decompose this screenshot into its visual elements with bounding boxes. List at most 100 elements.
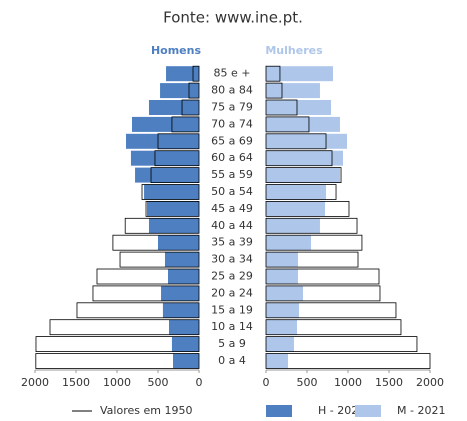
bar (266, 218, 320, 234)
bar (173, 353, 199, 369)
outline-bar (96, 268, 200, 285)
age-label: 70 a 74 (211, 117, 253, 130)
outline-bar (265, 319, 402, 336)
age-label: 10 a 14 (211, 320, 253, 333)
outline-bar (181, 99, 200, 116)
x-tick-label: 500 (148, 376, 169, 389)
bar (162, 302, 199, 318)
age-label: 65 a 69 (211, 134, 253, 147)
outline-bar (154, 150, 200, 167)
bar (130, 150, 199, 166)
bar (126, 133, 199, 149)
outline-bar (265, 184, 337, 200)
bar (147, 201, 199, 217)
x-tick-label: 1000 (103, 376, 131, 389)
bar (161, 285, 199, 301)
bar (266, 83, 320, 99)
outline-bar (124, 217, 200, 234)
age-label: 45 a 49 (211, 202, 253, 215)
outline-bar (265, 336, 418, 353)
outline-bar (35, 336, 200, 353)
bar (266, 184, 327, 200)
outline-bar (265, 116, 310, 133)
outline-bar (145, 200, 200, 217)
bar (135, 167, 199, 183)
outline-bar (265, 251, 359, 268)
outline-bar (188, 82, 200, 99)
age-label: 60 a 64 (211, 151, 253, 164)
outline-bar (141, 184, 200, 200)
bar (266, 252, 298, 268)
legend-label: M - 2021 (397, 404, 445, 417)
age-label: 20 a 24 (211, 286, 253, 299)
bar (266, 133, 348, 149)
bar (266, 336, 294, 352)
outline-bar (35, 353, 200, 369)
outline-bar (112, 234, 200, 251)
age-label: 15 a 19 (211, 303, 253, 316)
bar (164, 252, 199, 268)
outline-bar (265, 150, 333, 167)
outline-bar (265, 65, 281, 82)
bar (266, 66, 333, 82)
outline-bar (265, 302, 397, 319)
outline-bar (265, 133, 327, 150)
outline-bar (265, 82, 283, 99)
bar (266, 319, 297, 335)
chart-title: Fonte: www.ine.pt. (163, 9, 303, 27)
bar (132, 116, 199, 132)
x-tick-label: 2000 (21, 376, 49, 389)
x-tick-label: 500 (297, 376, 318, 389)
legend-label: Valores em 1950 (100, 404, 192, 417)
bar (266, 167, 340, 183)
bar (266, 150, 343, 166)
age-label: 30 a 34 (211, 253, 253, 266)
bar (266, 235, 312, 251)
outline-bar (157, 133, 200, 150)
legend-swatch (266, 405, 292, 417)
bar (168, 319, 199, 335)
outline-bar (192, 65, 200, 82)
bar (168, 269, 199, 284)
bar (171, 336, 199, 352)
bar (148, 218, 199, 234)
outline-bar (171, 116, 200, 133)
right-panel-label: Mulheres (265, 44, 323, 57)
age-label: 55 a 59 (211, 168, 253, 181)
bar (266, 116, 340, 132)
outline-bar (265, 217, 358, 234)
age-label: 0 a 4 (218, 354, 246, 367)
bar (266, 302, 299, 318)
age-label: 40 a 44 (211, 219, 253, 232)
outline-bar (92, 285, 200, 302)
outline-bar (265, 200, 350, 217)
age-label: 50 a 54 (211, 185, 253, 198)
x-tick-label: 1000 (334, 376, 362, 389)
outline-bar (265, 234, 363, 251)
bar (158, 235, 199, 251)
age-label: 85 e + (214, 67, 251, 80)
x-tick-label: 0 (263, 376, 270, 389)
bar (166, 66, 199, 82)
outline-bar (150, 167, 200, 184)
outline-bar (265, 353, 431, 369)
bar (266, 201, 326, 217)
age-label: 75 a 79 (211, 101, 253, 114)
outline-bar (265, 99, 298, 116)
outline-bar (265, 268, 380, 285)
legend-swatch (355, 405, 381, 417)
legend-label: H - 2021 (318, 404, 365, 417)
age-label: 5 a 9 (218, 337, 246, 350)
bar (144, 184, 199, 200)
age-label: 35 a 39 (211, 236, 253, 249)
bar (266, 269, 298, 284)
outline-bar (119, 251, 200, 268)
bar (148, 100, 199, 115)
age-label: 80 a 84 (211, 84, 253, 97)
bar (266, 285, 303, 301)
x-tick-label: 1500 (62, 376, 90, 389)
outline-bar (76, 302, 200, 319)
outline-bar (49, 319, 200, 336)
bar (266, 100, 332, 115)
